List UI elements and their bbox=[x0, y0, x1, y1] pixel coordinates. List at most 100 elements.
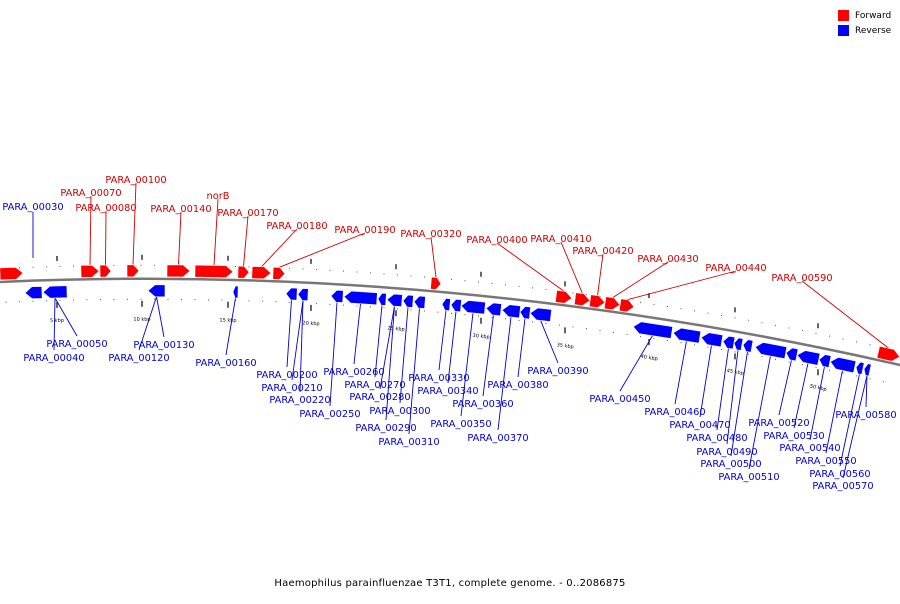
gene-label-reverse: PARA_00510 bbox=[718, 472, 779, 483]
leader-line bbox=[105, 210, 107, 266]
reverse-gene-arrow[interactable] bbox=[413, 295, 426, 309]
legend-item-reverse: Reverse bbox=[838, 24, 891, 37]
leader-line bbox=[496, 242, 565, 292]
reverse-gene-arrow[interactable] bbox=[529, 307, 552, 322]
reverse-gene-arrow[interactable] bbox=[501, 304, 521, 319]
reverse-gene-arrow[interactable] bbox=[855, 361, 865, 375]
gene-label-forward: PARA_00420 bbox=[572, 246, 633, 257]
leader-line bbox=[399, 307, 409, 404]
reverse-gene-arrow[interactable] bbox=[829, 356, 857, 374]
reverse-gene-arrow[interactable] bbox=[460, 300, 486, 315]
reverse-gene-arrow[interactable] bbox=[343, 290, 378, 306]
reverse-gene-arrow[interactable] bbox=[672, 327, 702, 344]
reverse-gene-arrow[interactable] bbox=[285, 287, 298, 301]
gene-label-reverse: PARA_00290 bbox=[355, 423, 416, 434]
gene-label-forward: PARA_00100 bbox=[105, 175, 166, 186]
leader-line bbox=[353, 303, 361, 365]
leader-line bbox=[225, 297, 236, 356]
leader-line bbox=[842, 375, 868, 479]
gene-label-reverse: PARA_00520 bbox=[748, 418, 809, 429]
leader-line bbox=[379, 306, 395, 390]
reverse-gene-arrow[interactable] bbox=[485, 302, 502, 317]
reverse-gene-arrow[interactable] bbox=[441, 298, 451, 312]
reverse-gene-arrow[interactable] bbox=[386, 293, 403, 307]
forward-gene-arrow[interactable] bbox=[99, 264, 112, 278]
reverse-gene-arrow[interactable] bbox=[632, 321, 674, 339]
reverse-gene-arrow[interactable] bbox=[796, 349, 821, 366]
reverse-gene-arrow[interactable] bbox=[147, 284, 166, 298]
reverse-gene-arrow[interactable] bbox=[818, 354, 832, 368]
reverse-gene-arrow[interactable] bbox=[863, 363, 872, 377]
gene-label-reverse: PARA_00370 bbox=[467, 433, 528, 444]
forward-gene-arrow[interactable] bbox=[272, 266, 286, 280]
forward-gene-arrow[interactable] bbox=[80, 264, 100, 278]
leader-line bbox=[138, 296, 157, 351]
leader-line bbox=[497, 316, 512, 431]
forward-gene-arrow[interactable] bbox=[430, 276, 442, 290]
leader-line bbox=[748, 355, 771, 470]
gene-label-reverse: PARA_00250 bbox=[299, 409, 360, 420]
leader-line bbox=[619, 335, 653, 392]
leader-line bbox=[156, 296, 165, 338]
forward-gene-arrow[interactable] bbox=[251, 266, 272, 280]
gene-label-forward: PARA_00320 bbox=[400, 229, 461, 240]
gene-label-reverse: PARA_00160 bbox=[195, 358, 256, 369]
gene-arrows bbox=[0, 264, 900, 377]
forward-gene-arrow[interactable] bbox=[237, 265, 250, 279]
reverse-gene-arrow[interactable] bbox=[754, 341, 788, 360]
gene-label-reverse: PARA_00270 bbox=[344, 380, 405, 391]
gene-label-reverse: PARA_00050 bbox=[46, 339, 107, 350]
reverse-gene-arrow[interactable] bbox=[402, 294, 414, 308]
forward-gene-arrow[interactable] bbox=[573, 292, 591, 307]
forward-gene-arrow[interactable] bbox=[0, 267, 24, 281]
reverse-gene-arrow[interactable] bbox=[722, 335, 736, 350]
gene-label-reverse: PARA_00330 bbox=[408, 373, 469, 384]
gene-label-reverse: PARA_00350 bbox=[430, 419, 491, 430]
reverse-gene-arrow[interactable] bbox=[42, 285, 68, 299]
legend: Forward Reverse bbox=[838, 9, 900, 41]
reverse-gene-arrow[interactable] bbox=[785, 347, 799, 362]
forward-gene-arrow[interactable] bbox=[876, 345, 900, 363]
scale-label: 30 kbp bbox=[472, 333, 490, 341]
gene-label-reverse: PARA_00360 bbox=[452, 399, 513, 410]
leader-line bbox=[278, 232, 366, 268]
reverse-gene-arrow[interactable] bbox=[377, 292, 387, 306]
gene-label-reverse: PARA_00210 bbox=[261, 383, 322, 394]
leader-line bbox=[243, 215, 249, 267]
genome-caption: Haemophilus parainfluenzae T3T1, complet… bbox=[274, 578, 626, 589]
leader-line bbox=[793, 363, 809, 429]
forward-gene-arrow[interactable] bbox=[618, 298, 635, 313]
reverse-gene-arrow[interactable] bbox=[450, 298, 462, 313]
forward-gene-arrow[interactable] bbox=[166, 264, 191, 278]
forward-gene-arrow[interactable] bbox=[126, 264, 140, 278]
scale-label: 40 kbp bbox=[640, 354, 658, 363]
gene-label-reverse: PARA_00550 bbox=[795, 456, 856, 467]
forward-gene-arrow[interactable] bbox=[603, 296, 621, 311]
gene-label-reverse: PARA_00540 bbox=[779, 443, 840, 454]
gene-label-reverse: PARA_00460 bbox=[644, 407, 705, 418]
leader-line bbox=[286, 299, 292, 368]
reverse-gene-arrow[interactable] bbox=[297, 288, 309, 302]
reverse-gene-arrow[interactable] bbox=[24, 286, 43, 300]
forward-gene-arrow[interactable] bbox=[588, 294, 606, 309]
reverse-gene-arrow[interactable] bbox=[232, 285, 239, 299]
leader-line bbox=[329, 302, 338, 407]
reverse-gene-arrow[interactable] bbox=[700, 332, 724, 348]
gene-label-reverse: PARA_00120 bbox=[108, 353, 169, 364]
reverse-gene-arrow[interactable] bbox=[742, 339, 754, 353]
gene-label-forward: PARA_00190 bbox=[334, 225, 395, 236]
gene-label-reverse: PARA_00480 bbox=[686, 433, 747, 444]
reverse-gene-arrow[interactable] bbox=[330, 289, 344, 303]
reverse-gene-arrow[interactable] bbox=[519, 306, 531, 320]
leader-line bbox=[178, 211, 182, 265]
gene-label-forward: PARA_00170 bbox=[217, 208, 278, 219]
gene-label-forward: PARA_00410 bbox=[530, 234, 591, 245]
gene-label-reverse: PARA_00260 bbox=[323, 367, 384, 378]
leader-line bbox=[54, 297, 78, 337]
leader-line bbox=[132, 182, 137, 265]
leader-line bbox=[540, 320, 559, 364]
forward-gene-arrow[interactable] bbox=[554, 289, 573, 304]
reverse-gene-arrow[interactable] bbox=[733, 337, 744, 351]
gene-label-reverse: PARA_00280 bbox=[349, 392, 410, 403]
forward-gene-arrow[interactable] bbox=[194, 264, 234, 278]
